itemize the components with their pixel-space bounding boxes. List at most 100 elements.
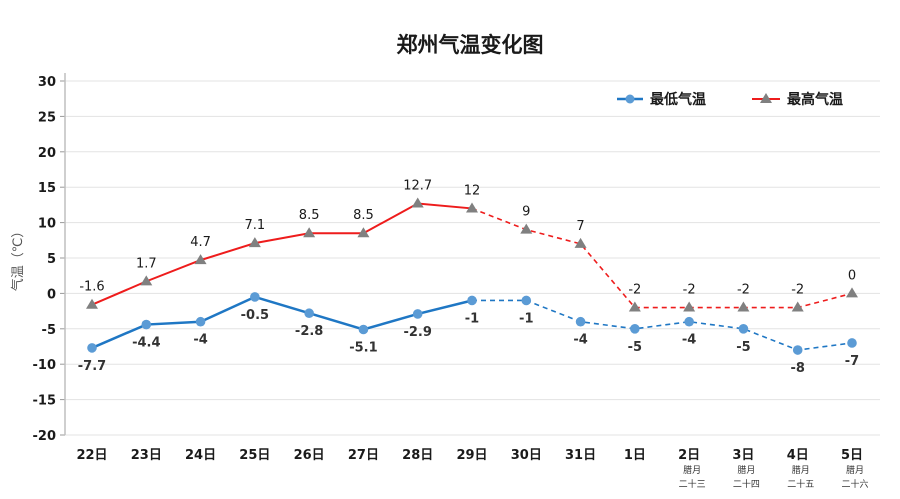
data-point[interactable] <box>412 309 423 319</box>
x-lunar-date-label: 二十五 <box>787 478 814 490</box>
data-label: 7.1 <box>245 218 266 233</box>
data-label: -4.4 <box>132 336 160 351</box>
data-label: -2 <box>628 283 641 298</box>
data-point[interactable] <box>846 287 858 298</box>
y-tick-label: 5 <box>47 252 56 267</box>
data-point[interactable] <box>684 316 694 327</box>
legend-item-low[interactable]: 最低气温 <box>617 91 706 108</box>
data-point[interactable] <box>304 308 314 319</box>
data-label: -2 <box>683 283 696 298</box>
data-point[interactable] <box>411 197 424 208</box>
data-label: -2 <box>791 283 804 298</box>
data-label: -4 <box>573 333 587 348</box>
data-label: -1 <box>465 311 479 326</box>
data-point[interactable] <box>86 298 98 309</box>
data-point[interactable] <box>87 343 97 353</box>
legend-high-marker-icon <box>760 93 772 103</box>
y-axis: 30 25 20 15 10 5 0 -5 -10 -15 -20 <box>33 73 66 444</box>
data-label: -2.9 <box>403 325 431 340</box>
data-point[interactable] <box>792 345 803 355</box>
legend-high-label: 最高气温 <box>787 91 843 108</box>
data-label: 8.5 <box>353 208 374 223</box>
data-point[interactable] <box>358 324 369 335</box>
y-tick-label: -10 <box>33 358 57 373</box>
data-point[interactable] <box>574 237 587 248</box>
y-tick-label: 0 <box>47 287 56 302</box>
data-label: -0.5 <box>241 308 269 323</box>
data-label: 12 <box>464 183 481 198</box>
data-point[interactable] <box>195 316 206 327</box>
data-label: 4.7 <box>190 235 211 250</box>
data-point[interactable] <box>466 202 478 213</box>
x-tick-label: 2日 <box>678 448 700 463</box>
data-point[interactable] <box>303 227 316 238</box>
data-point[interactable] <box>738 324 749 334</box>
data-point[interactable] <box>683 301 696 312</box>
x-tick-label: 3日 <box>732 448 754 463</box>
x-tick-label: 30日 <box>511 448 542 463</box>
data-label: -5 <box>736 340 750 355</box>
data-label: -8 <box>790 361 804 376</box>
data-point[interactable] <box>521 295 532 306</box>
series-line-forecast <box>471 207 853 309</box>
gridlines <box>65 80 880 436</box>
x-lunar-date-label: 腊月 <box>737 465 755 476</box>
data-label: -7 <box>845 354 859 369</box>
x-tick-label: 4日 <box>787 448 809 463</box>
x-tick-label: 23日 <box>131 448 162 463</box>
series-line-observed <box>91 295 473 350</box>
y-tick-label: 15 <box>38 181 56 196</box>
series-layer: -7.7 -4.4 -4 -0.5 -2.8 -5.1 -2.9 -1 -1 -4 -5 -4 -5 -8… <box>78 178 859 376</box>
data-label: -4 <box>682 333 696 348</box>
x-tick-label: 25日 <box>239 448 270 463</box>
legend-item-high[interactable]: 最高气温 <box>752 91 843 108</box>
x-lunar-date-label: 腊月 <box>792 465 810 476</box>
data-point[interactable] <box>628 301 641 312</box>
data-label: 9 <box>522 205 530 220</box>
x-tick-label: 22日 <box>76 448 107 463</box>
x-lunar-date-label: 二十三 <box>679 478 706 490</box>
data-point[interactable] <box>141 319 152 330</box>
y-tick-label: -5 <box>42 323 56 338</box>
data-label: -2.8 <box>295 324 323 339</box>
y-tick-label: -20 <box>33 429 57 444</box>
data-point[interactable] <box>250 292 260 302</box>
series-high: -1.6 1.7 4.7 7.1 8.5 8.5 12.7 12 9 7 -2 -2 -2 -2 0 <box>79 178 858 312</box>
legend-low-marker-icon <box>625 94 635 104</box>
data-point[interactable] <box>140 275 153 286</box>
x-tick-label: 29日 <box>456 448 487 463</box>
data-label: -1.6 <box>79 280 104 295</box>
legend-low-label: 最低气温 <box>650 91 706 108</box>
x-tick-label: 28日 <box>402 448 433 463</box>
data-label: 8.5 <box>299 208 320 223</box>
data-point[interactable] <box>357 227 370 238</box>
data-point[interactable] <box>194 254 207 265</box>
data-label: 1.7 <box>136 256 157 271</box>
chart-title: 郑州气温变化图 <box>397 33 544 57</box>
data-point[interactable] <box>575 316 586 327</box>
legend: 最低气温 最高气温 <box>617 91 843 108</box>
data-point[interactable] <box>847 338 857 348</box>
data-point[interactable] <box>467 295 477 306</box>
data-label: -2 <box>737 283 750 298</box>
data-label: -1 <box>519 311 533 326</box>
data-label: 12.7 <box>403 178 432 193</box>
x-lunar-date-label: 腊月 <box>683 465 701 476</box>
y-tick-label: 30 <box>38 75 56 90</box>
y-tick-label: -15 <box>33 394 57 409</box>
x-lunar-date-label: 二十四 <box>733 478 760 490</box>
data-point[interactable] <box>248 237 261 248</box>
y-tick-label: 25 <box>38 110 56 125</box>
x-tick-label: 5日 <box>841 448 863 463</box>
data-label: 0 <box>848 268 856 283</box>
data-point[interactable] <box>737 301 750 312</box>
x-tick-label: 24日 <box>185 448 216 463</box>
data-point[interactable] <box>791 301 804 312</box>
series-line-observed <box>91 202 473 306</box>
x-tick-label: 31日 <box>565 448 596 463</box>
data-label: -4 <box>193 333 207 348</box>
data-point[interactable] <box>520 223 533 234</box>
y-tick-label: 10 <box>38 217 56 232</box>
data-point[interactable] <box>630 324 640 334</box>
